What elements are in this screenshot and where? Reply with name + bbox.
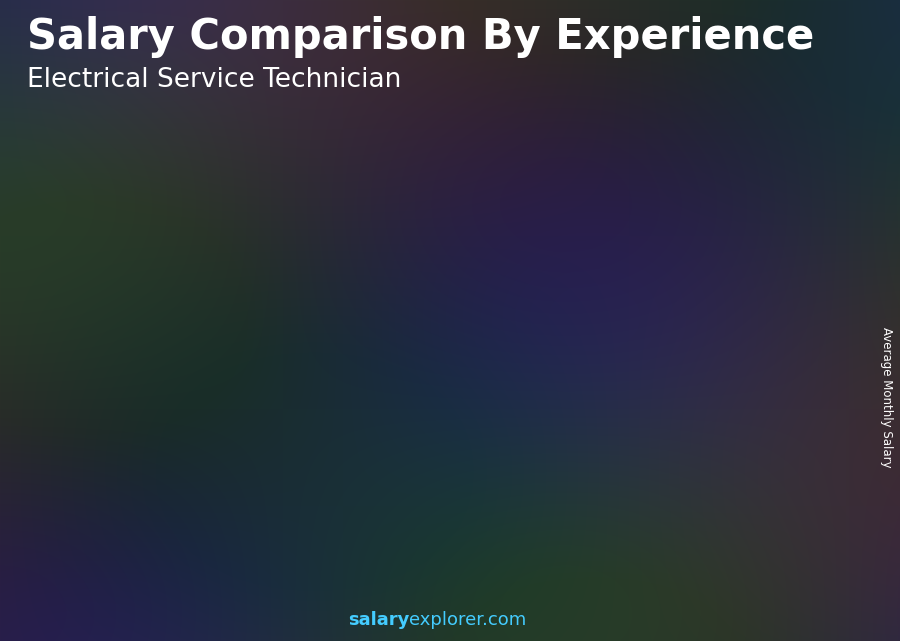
Polygon shape: [575, 311, 651, 327]
Bar: [64, 476, 130, 577]
Polygon shape: [642, 311, 651, 577]
Bar: [447, 333, 514, 577]
Text: Average Monthly Salary: Average Monthly Salary: [880, 327, 893, 468]
Text: 6,300 SAR: 6,300 SAR: [572, 290, 649, 304]
Polygon shape: [192, 442, 267, 449]
Text: explorer.com: explorer.com: [410, 612, 526, 629]
Polygon shape: [130, 476, 140, 577]
Text: 4,740 SAR: 4,740 SAR: [317, 355, 393, 370]
Text: 3,210 SAR: 3,210 SAR: [189, 420, 266, 435]
Polygon shape: [703, 289, 778, 306]
Text: +34%: +34%: [119, 382, 191, 402]
Polygon shape: [258, 442, 267, 577]
Text: 6,820 SAR: 6,820 SAR: [700, 267, 777, 283]
Bar: [192, 442, 258, 577]
Text: Salary Comparison By Experience: Salary Comparison By Experience: [27, 16, 814, 58]
Polygon shape: [386, 377, 395, 577]
Text: Electrical Service Technician: Electrical Service Technician: [27, 67, 401, 94]
Text: +48%: +48%: [245, 305, 320, 329]
Text: salary: salary: [348, 612, 410, 629]
Text: +8%: +8%: [637, 232, 694, 252]
Text: الله اكبر: الله اكبر: [784, 40, 842, 50]
Bar: [320, 377, 386, 577]
Text: 5,780 SAR: 5,780 SAR: [445, 312, 521, 326]
Text: +9%: +9%: [508, 244, 568, 267]
Bar: [703, 289, 770, 577]
Bar: [575, 311, 642, 577]
Text: +22%: +22%: [370, 259, 451, 283]
Text: 2,400 SAR: 2,400 SAR: [57, 454, 133, 469]
Polygon shape: [770, 289, 778, 577]
Polygon shape: [514, 333, 523, 577]
Polygon shape: [64, 476, 140, 481]
Polygon shape: [320, 377, 395, 388]
Polygon shape: [447, 333, 523, 347]
